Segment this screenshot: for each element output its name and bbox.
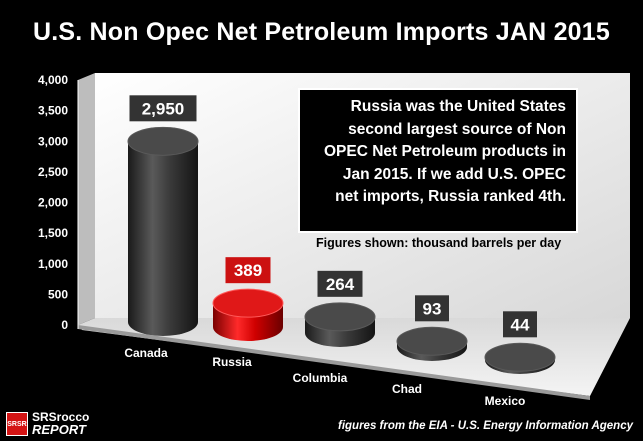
chart-title: U.S. Non Opec Net Petroleum Imports JAN … xyxy=(32,18,610,46)
value-label-box xyxy=(225,257,271,284)
bar-top xyxy=(127,126,199,156)
bar-canada: 2,950 xyxy=(127,95,199,336)
x-axis-categories: Canada Russia Columbia Chad Mexico xyxy=(124,346,525,408)
value-label: 2,950 xyxy=(142,99,185,118)
y-axis-ticks: 0 500 1,000 1,500 2,000 2,500 3,000 3,500 4,000 xyxy=(38,73,68,332)
y-tick-label: 1,000 xyxy=(38,257,68,271)
bar-top xyxy=(212,288,284,318)
y-tick-label: 500 xyxy=(48,287,68,301)
y-tick-label: 3,000 xyxy=(38,134,68,148)
chart-side-wall xyxy=(78,73,95,325)
x-category-label: Russia xyxy=(212,355,252,369)
bar-top xyxy=(484,342,556,372)
x-category-label: Columbia xyxy=(293,371,348,385)
value-label: 44 xyxy=(511,315,530,334)
y-tick-label: 2,000 xyxy=(38,196,68,210)
annotation-line: Jan 2015. If we add U.S. OPEC xyxy=(342,165,566,183)
value-label-box xyxy=(415,295,449,322)
logo-badge-icon: SRSR xyxy=(6,412,28,436)
annotation-line: OPEC Net Petroleum products in xyxy=(323,143,566,160)
bar-top xyxy=(304,302,376,332)
value-label: 389 xyxy=(234,261,262,280)
chart-floor xyxy=(78,318,630,396)
annotation-line: second largest source of Non xyxy=(348,120,566,138)
chart-floor-front xyxy=(78,325,590,400)
units-note: Figures shown: thousand barrels per day xyxy=(316,236,562,250)
bar-columbia: 264 xyxy=(304,270,376,347)
logo-text-bottom: REPORT xyxy=(32,422,86,437)
y-tick-label: 4,000 xyxy=(38,73,68,87)
value-label-box xyxy=(129,95,197,122)
x-category-label: Mexico xyxy=(485,394,526,408)
srsrocco-logo: SRSR SRSrocco REPORT xyxy=(6,411,140,437)
logo-text-top: SRSrocco xyxy=(32,410,90,424)
y-tick-label: 1,500 xyxy=(38,226,68,240)
bar-top xyxy=(396,326,468,356)
annotation-box: Russia was the United States second larg… xyxy=(298,88,578,233)
y-tick-label: 3,500 xyxy=(38,104,68,118)
value-label: 93 xyxy=(423,299,442,318)
bar-russia: 389 xyxy=(212,257,284,341)
bar-chad: 93 xyxy=(396,295,468,361)
bar-mexico: 44 xyxy=(484,311,556,374)
bar-series: 2,950 389 264 93 44 xyxy=(127,95,556,374)
y-tick-label: 0 xyxy=(61,318,68,332)
bar-body xyxy=(128,141,198,336)
y-tick-label: 2,500 xyxy=(38,165,68,179)
source-note: figures from the EIA - U.S. Energy Infor… xyxy=(338,420,633,432)
annotation-line: net imports, Russia ranked 4th. xyxy=(335,188,566,205)
x-category-label: Chad xyxy=(392,382,422,396)
x-category-label: Canada xyxy=(124,346,168,360)
annotation-line: Russia was the United States xyxy=(350,98,566,115)
value-label-box xyxy=(317,270,363,297)
value-label-box xyxy=(503,311,537,338)
value-label: 264 xyxy=(326,275,355,294)
